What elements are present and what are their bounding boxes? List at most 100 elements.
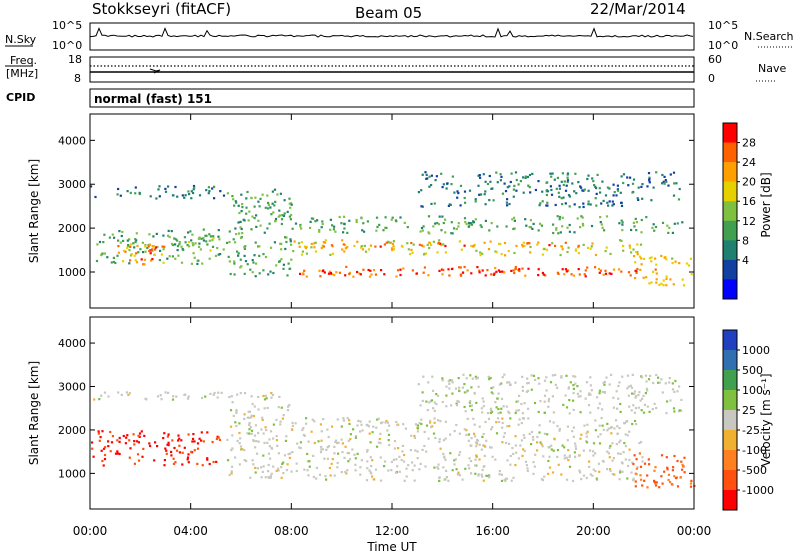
power-cell: [463, 217, 467, 220]
velocity-cell: [201, 464, 204, 467]
power-cell: [310, 246, 313, 249]
velocity-cell: [509, 417, 512, 420]
velocity-cell: [368, 420, 371, 423]
velocity-cell: [589, 411, 592, 414]
power-cell: [599, 269, 602, 272]
power-cell: [134, 238, 137, 241]
power-cell: [463, 244, 466, 247]
velocity-cell: [261, 418, 264, 422]
velocity-cell: [477, 473, 480, 476]
power-cell: [348, 272, 351, 276]
velocity-cell: [172, 395, 175, 398]
power-cell: [660, 282, 663, 285]
power-cell: [388, 241, 391, 244]
velocity-cell: [624, 433, 627, 436]
velocity-cell: [657, 376, 660, 379]
power-cell: [467, 221, 471, 225]
power-cell: [253, 217, 256, 220]
velocity-cell: [554, 373, 557, 377]
velocity-cell: [487, 417, 491, 420]
power-cell: [283, 212, 286, 215]
power-cell: [135, 261, 139, 264]
velocity-cell: [413, 479, 416, 482]
power-cell: [232, 198, 235, 201]
velocity-cell: [206, 457, 209, 460]
power-cell: [561, 248, 564, 251]
power-cell: [187, 231, 190, 234]
velocity-cell: [501, 426, 504, 429]
velocity-cell: [515, 409, 518, 412]
velocity-cell: [354, 436, 357, 439]
nave-label: Nave: [758, 62, 786, 75]
power-cell: [298, 245, 301, 248]
power-cell: [554, 203, 557, 207]
power-cell: [513, 216, 516, 219]
power-cell: [116, 193, 119, 196]
velocity-cell: [667, 473, 670, 476]
velocity-cell: [445, 405, 448, 408]
power-cell: [642, 276, 645, 279]
velocity-cell: [476, 439, 480, 442]
velocity-cell: [643, 403, 646, 406]
velocity-cell: [521, 454, 524, 457]
velocity-cell: [632, 477, 635, 480]
power-cell: [168, 235, 171, 239]
velocity-cell: [174, 461, 177, 464]
power-cell: [168, 255, 171, 258]
velocity-cell: [433, 421, 436, 424]
power-cell: [124, 250, 127, 253]
velocity-cell: [634, 396, 637, 399]
velocity-heatmap-cells: [91, 373, 696, 489]
velocity-cell: [465, 433, 468, 436]
velocity-cell: [375, 426, 378, 429]
power-cell: [312, 217, 315, 220]
power-cell: [577, 268, 580, 271]
velocity-cell: [360, 423, 363, 426]
power-cell: [491, 187, 494, 190]
velocity-cell: [357, 419, 360, 422]
power-cell: [254, 241, 257, 244]
power-cell: [255, 214, 258, 217]
power-cell: [324, 239, 327, 242]
power-cell: [650, 256, 653, 259]
power-cell: [503, 241, 507, 245]
velocity-cell: [359, 420, 362, 423]
power-cell: [528, 173, 532, 177]
power-cell: [300, 241, 303, 244]
velocity-cell: [220, 391, 223, 394]
power-cell: [251, 271, 254, 274]
velocity-cell: [496, 397, 499, 400]
velocity-cell: [282, 472, 285, 475]
velocity-cell: [671, 388, 675, 391]
power-cell: [572, 274, 576, 277]
power-cell: [244, 260, 248, 263]
power-cell: [509, 180, 512, 184]
power-cell: [687, 264, 691, 267]
velocity-cell: [248, 423, 251, 426]
power-cell: [444, 251, 447, 254]
velocity-cell: [181, 463, 184, 466]
velocity-cell: [543, 379, 547, 382]
velocity-cell: [547, 405, 550, 408]
power-cell: [428, 246, 431, 250]
power-cell: [133, 246, 136, 249]
velocity-cell: [283, 454, 287, 457]
velocity-cell: [512, 452, 515, 455]
power-cell: [253, 205, 256, 208]
velocity-cell: [454, 387, 458, 390]
velocity-cell: [183, 446, 186, 449]
power-cell: [463, 265, 466, 269]
power-cell: [667, 231, 670, 234]
velocity-cell: [596, 478, 599, 481]
power-cell: [428, 175, 431, 178]
power-cell: [559, 231, 562, 234]
power-cell: [355, 218, 358, 222]
power-cell: [387, 240, 390, 243]
velocity-cell: [654, 482, 657, 485]
velocity-cell: [376, 418, 379, 421]
velocity-cell: [640, 440, 643, 444]
velocity-cell: [449, 452, 452, 455]
power-cell: [289, 218, 292, 221]
power-cell: [243, 272, 246, 275]
